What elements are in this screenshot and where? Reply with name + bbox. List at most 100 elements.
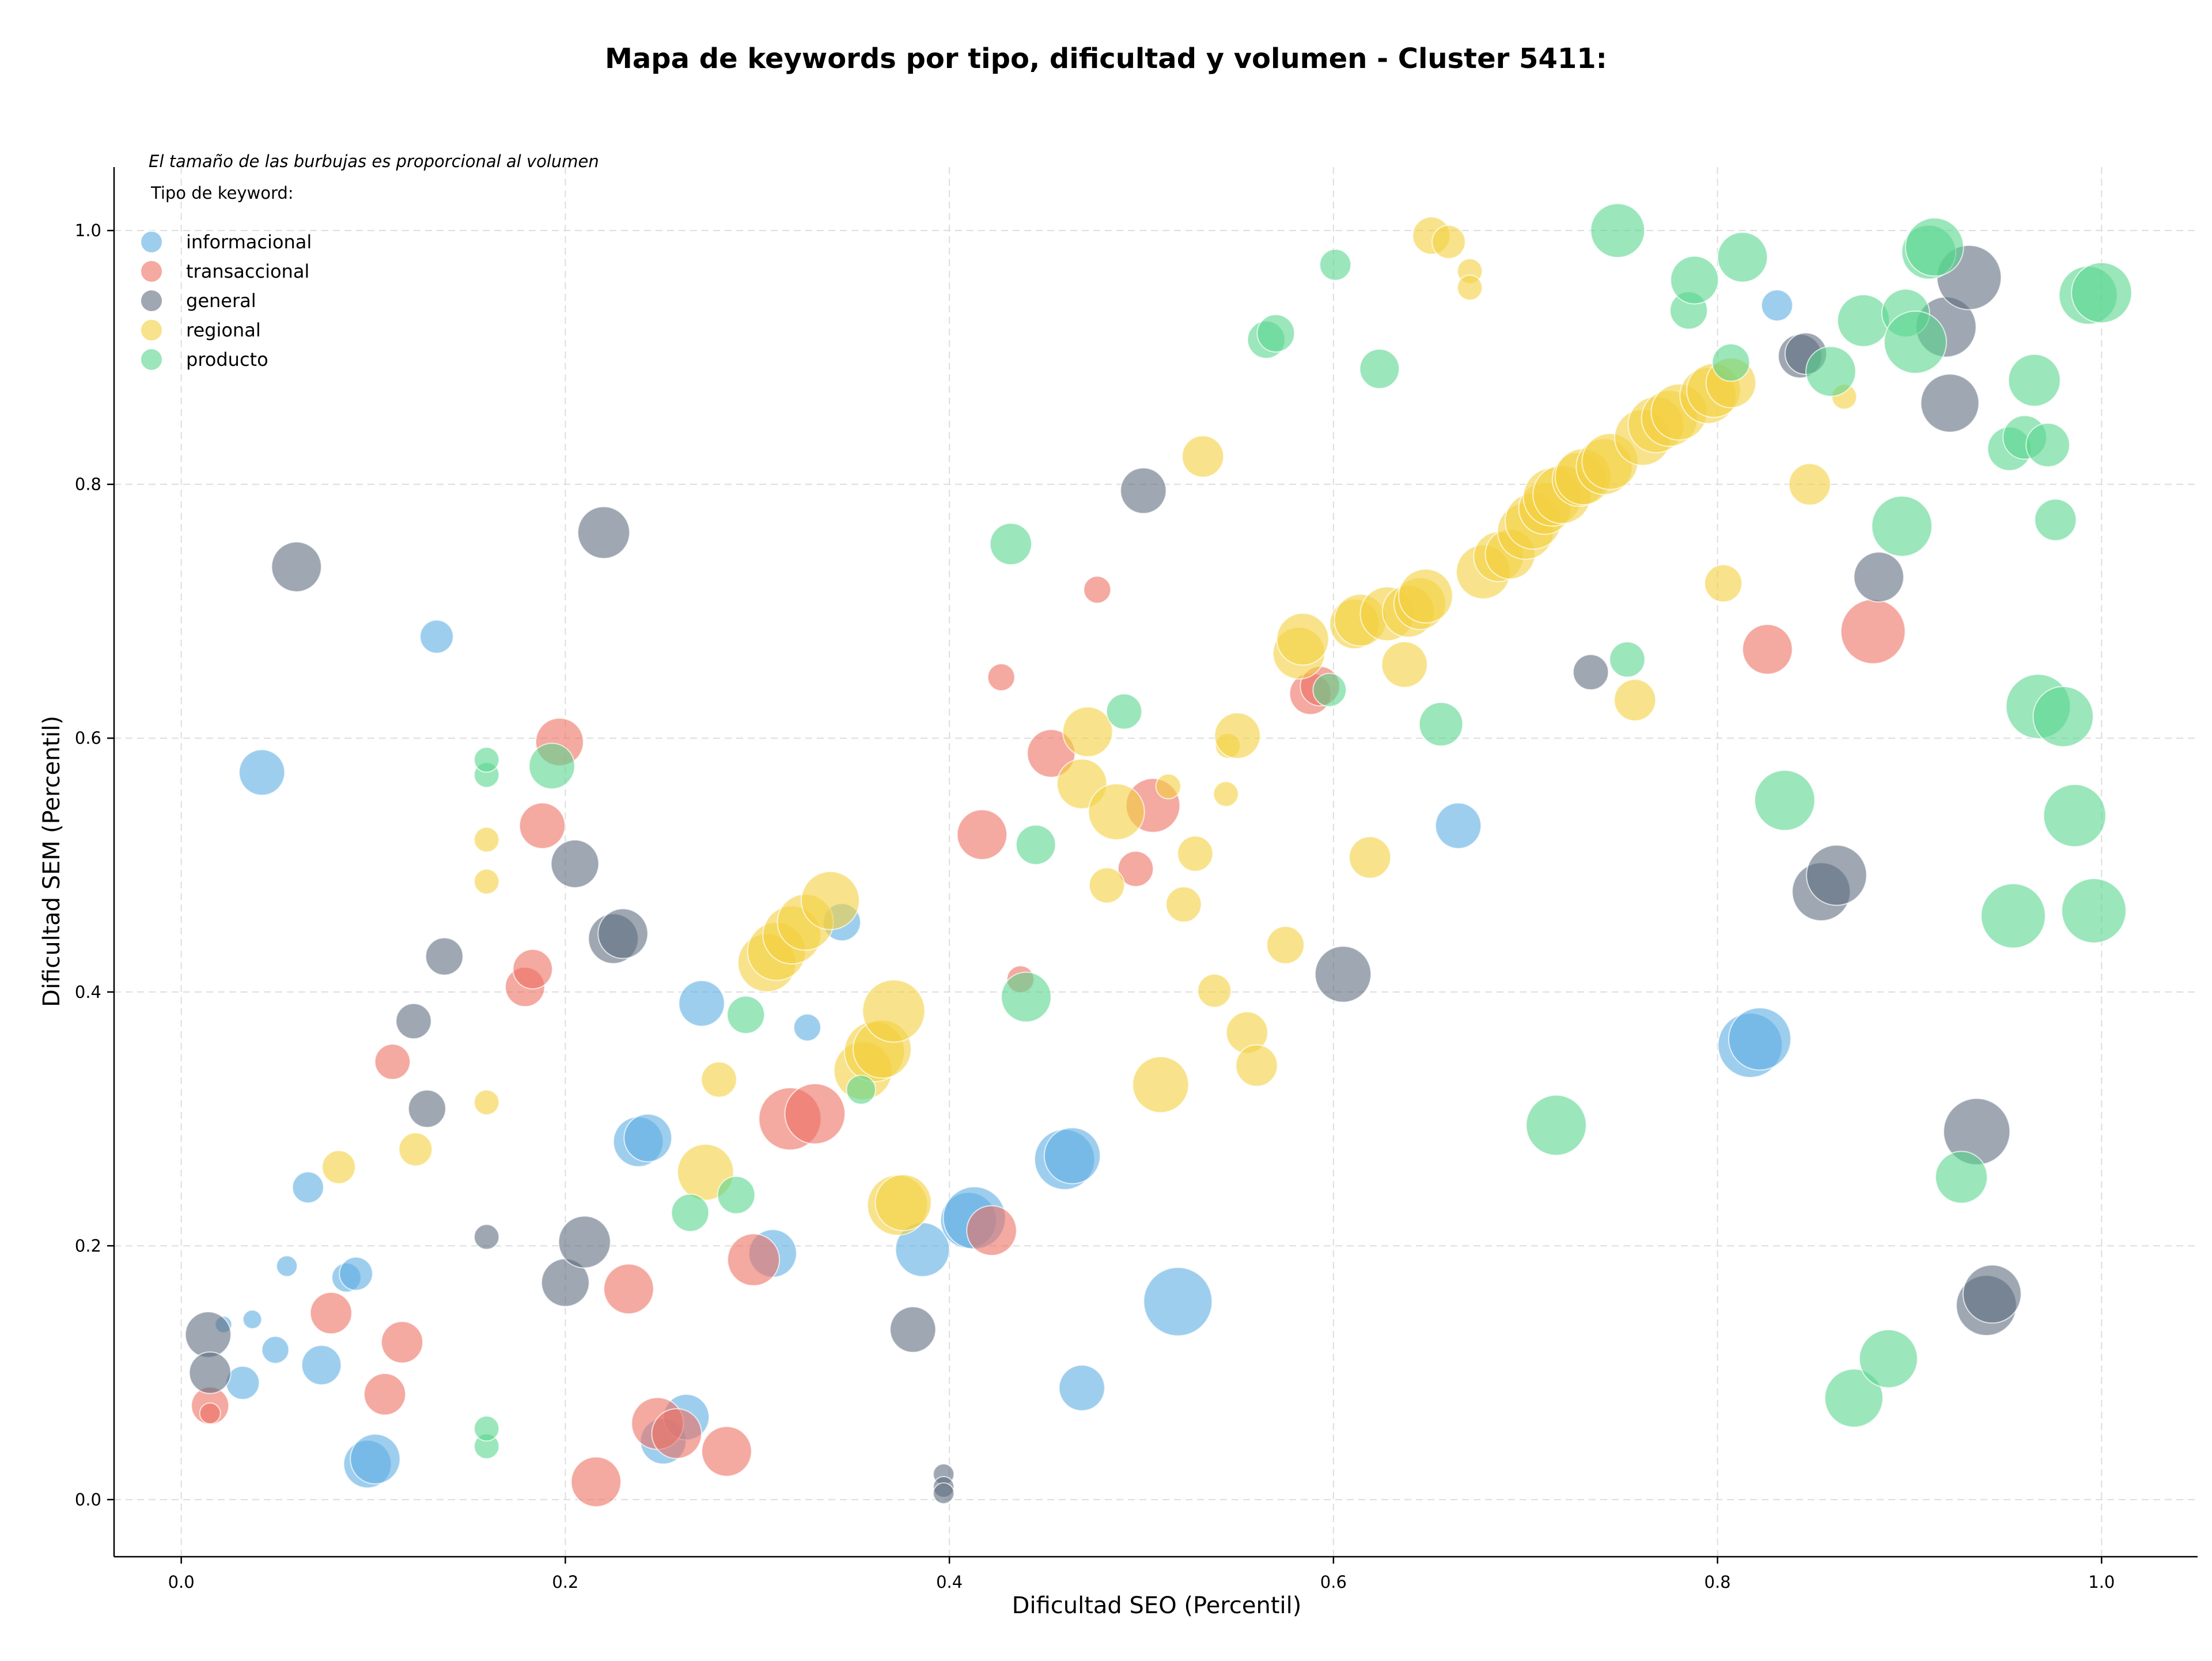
y-tick-label: 0.6: [75, 728, 101, 748]
bubble-producto: [1418, 702, 1464, 747]
bubble-general: [1962, 1264, 2022, 1324]
bubble-regional: [398, 1132, 433, 1167]
bubble-producto: [2008, 354, 2061, 407]
x-tick-label: 0.4: [936, 1572, 963, 1592]
bubble-regional: [1181, 435, 1225, 478]
bubble-transaccional: [784, 1083, 846, 1145]
y-tick-label: 0.4: [75, 982, 101, 1002]
bubble-regional: [474, 868, 500, 895]
bubble-informacional: [339, 1256, 373, 1291]
bubble-regional: [321, 1149, 356, 1185]
bubble-regional: [700, 1061, 737, 1098]
bubble-informacional: [1058, 1364, 1105, 1412]
bubble-transaccional: [987, 663, 1016, 691]
legend-title: Tipo de keyword:: [150, 183, 294, 203]
bubble-regional: [1165, 886, 1202, 923]
bubble-producto: [1805, 346, 1857, 397]
bubble-informacional: [350, 1433, 401, 1485]
bubble-regional: [801, 871, 860, 930]
bubble-informacional: [238, 749, 286, 796]
legend-label-general: general: [186, 290, 256, 312]
bubble-general: [1120, 467, 1167, 514]
grid: [114, 167, 2198, 1557]
bubble-transaccional: [381, 1321, 424, 1364]
bubble-transaccional: [727, 1233, 781, 1287]
x-tick-label: 0.2: [552, 1572, 578, 1592]
bubble-producto: [1359, 349, 1400, 389]
x-tick-label: 0.6: [1320, 1572, 1347, 1592]
legend-marker-regional: [140, 319, 163, 342]
bubble-general: [1853, 551, 1904, 603]
bubble-regional: [1613, 679, 1657, 722]
bubble-regional: [1704, 564, 1743, 603]
bubble-producto: [1319, 248, 1352, 281]
bubble-regional: [1456, 274, 1483, 301]
bubble-informacional: [1043, 1127, 1101, 1185]
bubble-producto: [1609, 641, 1646, 678]
bubble-general: [271, 541, 322, 593]
bubble-regional: [1132, 1055, 1190, 1114]
bubbles: [184, 203, 2133, 1508]
bubble-transaccional: [512, 948, 553, 990]
bubble-general: [425, 937, 464, 976]
bubble-producto: [1001, 971, 1052, 1023]
bubble-producto: [1871, 495, 1933, 557]
chart-title: Mapa de keywords por tipo, dificultad y …: [605, 43, 1607, 75]
bubble-transaccional: [1742, 623, 1793, 675]
x-tick-label: 0.0: [168, 1572, 195, 1592]
bubble-informacional: [301, 1345, 342, 1386]
bubble-producto: [1015, 824, 1056, 865]
bubble-transaccional: [651, 1408, 702, 1459]
bubble-producto: [2061, 878, 2127, 944]
bubble-producto: [717, 1175, 756, 1214]
bubble-regional: [1276, 612, 1330, 666]
bubble-transaccional: [603, 1263, 654, 1315]
bubble-producto: [1312, 672, 1347, 707]
bubble-regional: [1155, 773, 1181, 800]
bubble-producto: [2032, 686, 2094, 747]
bubble-regional: [1088, 783, 1145, 841]
bubble-producto: [1670, 255, 1719, 305]
bubble-transaccional: [570, 1456, 622, 1508]
bubble-informacional: [678, 980, 725, 1027]
size-annotation: El tamaño de las burbujas es proporciona…: [149, 152, 599, 171]
bubble-regional: [1431, 225, 1466, 259]
bubble-transaccional: [374, 1043, 411, 1080]
bubble-producto: [1717, 232, 1768, 283]
bubble-producto: [2025, 422, 2070, 468]
bubble-informacional: [419, 619, 454, 654]
y-tick-label: 0.0: [75, 1490, 101, 1509]
bubble-regional: [1177, 835, 1214, 872]
bubble-general: [1314, 945, 1372, 1003]
bubble-producto: [1904, 217, 1964, 277]
bubble-producto: [474, 1415, 500, 1442]
bubble-general: [1572, 654, 1609, 691]
bubble-informacional: [1728, 1007, 1791, 1071]
legend-label-transaccional: transaccional: [186, 260, 309, 282]
bubble-regional: [1213, 781, 1239, 807]
bubble-informacional: [1434, 802, 1482, 849]
bubble-regional: [1088, 867, 1126, 904]
bubble-regional: [1235, 1044, 1278, 1087]
bubble-transaccional: [309, 1292, 353, 1335]
bubble-regional: [474, 1089, 500, 1116]
bubble-producto: [1525, 1094, 1587, 1156]
legend-label-informacional: informacional: [186, 231, 312, 253]
series-regional: [321, 216, 1858, 1236]
bubble-producto: [1711, 343, 1751, 382]
bubble-producto: [1858, 1329, 1918, 1388]
bubble-transaccional: [966, 1205, 1017, 1257]
series-general: [184, 244, 2022, 1504]
bubble-producto: [1980, 883, 2046, 949]
series-producto: [474, 203, 2133, 1459]
bubble-producto: [2034, 498, 2077, 542]
x-tick-label: 1.0: [2088, 1572, 2115, 1592]
bubble-informacional: [793, 1013, 821, 1042]
bubble-producto: [474, 747, 500, 773]
bubble-transaccional: [701, 1425, 752, 1477]
bubble-producto: [1883, 310, 1947, 374]
bubble-producto: [671, 1193, 710, 1232]
axes: [113, 167, 2198, 1558]
bubble-general: [550, 839, 600, 888]
